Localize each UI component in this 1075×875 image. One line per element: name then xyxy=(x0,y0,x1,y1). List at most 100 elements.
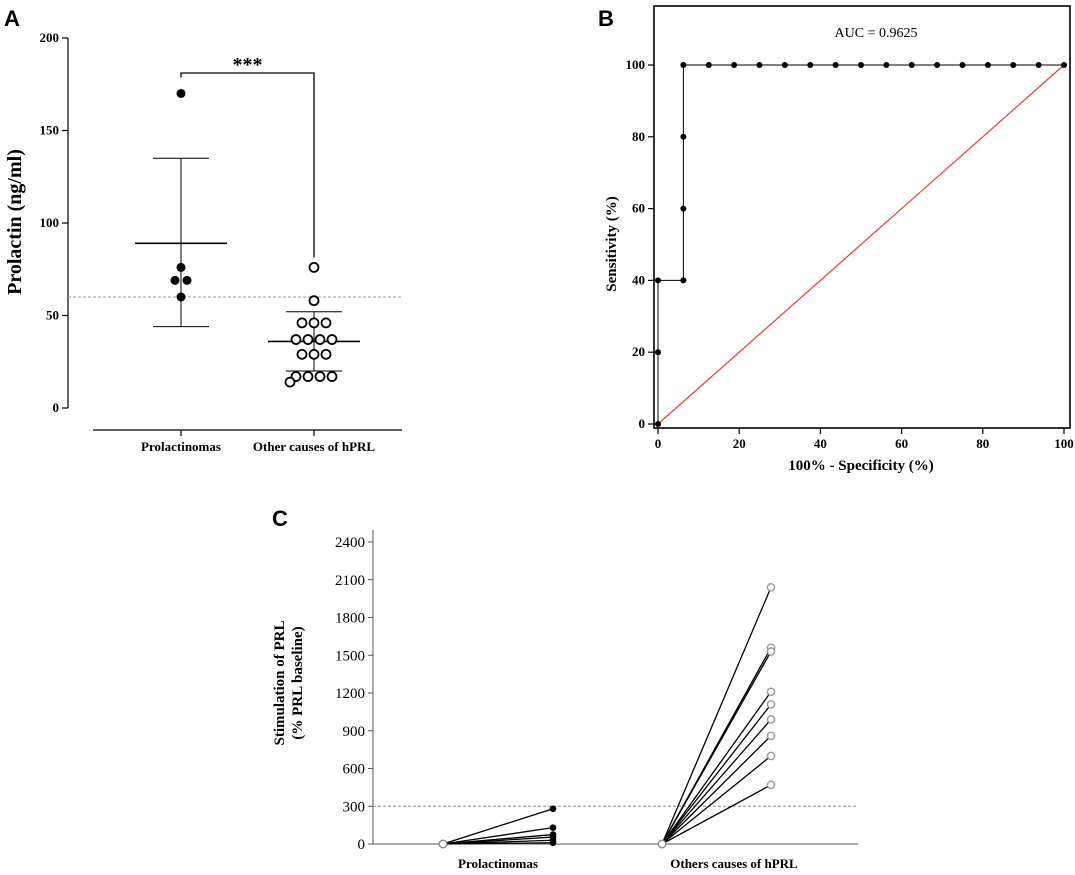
data-point-a xyxy=(170,275,180,285)
x-axis-label-b: 100% - Specificity (%) xyxy=(788,458,933,474)
end-point-c xyxy=(766,715,776,724)
paired-line-c xyxy=(661,651,772,845)
data-point-a xyxy=(326,334,338,345)
roc-point xyxy=(832,62,839,68)
y-tick-label-b: 0 xyxy=(639,416,646,431)
y-tick-label-a: 150 xyxy=(40,123,60,138)
roc-point xyxy=(908,62,915,68)
x-tick-label-b: 40 xyxy=(814,436,827,451)
roc-point xyxy=(807,62,814,68)
significance-label: *** xyxy=(233,54,263,76)
roc-point xyxy=(934,62,941,68)
y-tick-label-b: 20 xyxy=(632,344,645,359)
y-axis-label-c-line1: Stimulation of PRL xyxy=(272,620,288,745)
y-tick-label-c: 2100 xyxy=(335,573,365,589)
data-point-a xyxy=(302,371,314,382)
roc-point xyxy=(731,62,738,68)
roc-point xyxy=(680,62,687,68)
roc-point xyxy=(756,62,763,68)
y-tick-label-b: 60 xyxy=(632,201,645,216)
data-point-a xyxy=(308,295,320,307)
data-point-a xyxy=(182,275,192,285)
y-tick-label-c: 300 xyxy=(343,799,366,815)
baseline-point-c xyxy=(438,839,448,849)
roc-point xyxy=(1010,62,1017,68)
y-tick-label-a: 0 xyxy=(53,400,60,415)
paired-line-c xyxy=(661,703,772,845)
y-tick-label-a: 100 xyxy=(40,215,60,230)
end-point-c xyxy=(766,780,776,790)
data-point-a xyxy=(284,376,296,388)
y-axis-label-c-line2: (% PRL baseline) xyxy=(290,626,306,739)
roc-point xyxy=(984,62,991,68)
roc-point xyxy=(1061,62,1067,68)
y-axis-label-b: Sensitivity (%) xyxy=(604,196,620,291)
end-point-c xyxy=(549,839,557,847)
data-point-a xyxy=(176,89,186,98)
panel-letter-b: B xyxy=(598,6,614,31)
y-tick-label-c: 900 xyxy=(343,724,366,740)
baseline-point-c xyxy=(657,839,667,849)
roc-point xyxy=(680,277,687,284)
chart-b: AUC = 0.9625 0 20 40 60 80 100 0 20 40 60 80 100 100%… xyxy=(604,5,1074,474)
end-point-c xyxy=(766,751,776,761)
roc-point xyxy=(655,421,661,427)
roc-point xyxy=(781,62,788,68)
end-point-c xyxy=(549,805,557,813)
x-tick-label-c: Prolactinomas xyxy=(458,856,538,871)
y-tick-label-c: 1200 xyxy=(335,686,365,702)
roc-point xyxy=(655,349,661,356)
roc-point xyxy=(705,62,712,68)
data-point-a xyxy=(176,292,186,302)
panel-letter-c: C xyxy=(272,506,288,531)
reference-line-b xyxy=(657,64,1065,425)
data-point-a xyxy=(326,371,338,382)
y-tick-label-c: 600 xyxy=(343,762,366,778)
x-tick-label-b: 100 xyxy=(1054,436,1074,451)
x-tick-label-b: 20 xyxy=(733,436,746,451)
paired-line-c xyxy=(442,808,554,845)
plot-frame-b xyxy=(653,5,1071,429)
y-tick-label-a: 50 xyxy=(46,308,59,323)
data-point-a xyxy=(308,348,320,360)
roc-point xyxy=(858,62,864,68)
data-point-a xyxy=(176,262,186,272)
roc-point xyxy=(680,133,687,140)
paired-line-c xyxy=(661,691,772,845)
y-tick-label-b: 100 xyxy=(626,57,646,72)
data-point-a xyxy=(290,334,302,345)
data-point-a xyxy=(314,371,326,382)
y-tick-label-b: 40 xyxy=(632,272,645,287)
x-tick-label-c: Others causes of hPRL xyxy=(670,856,798,871)
roc-point xyxy=(1035,62,1042,68)
paired-line-c xyxy=(661,718,772,845)
x-tick-label-b: 0 xyxy=(655,436,662,451)
data-point-a xyxy=(320,348,332,360)
paired-line-c xyxy=(442,826,554,845)
y-tick-label-a: 200 xyxy=(40,30,60,45)
y-tick-label-b: 80 xyxy=(632,129,645,144)
significance-bracket xyxy=(180,72,315,258)
paired-line-c xyxy=(661,755,772,845)
roc-curve xyxy=(657,64,1064,424)
roc-point xyxy=(959,62,966,68)
chart-c: 0 300 600 900 1200 1500 1800 2100 2400 Prolactino… xyxy=(272,530,858,871)
end-point-c xyxy=(549,824,557,831)
paired-line-c xyxy=(442,842,554,845)
data-point-a xyxy=(296,348,308,360)
end-point-c xyxy=(766,687,776,697)
data-point-a xyxy=(314,334,326,345)
y-tick-label-c: 1800 xyxy=(335,611,365,627)
y-tick-label-c: 1500 xyxy=(335,648,365,664)
roc-point xyxy=(680,205,687,212)
paired-line-c xyxy=(661,587,772,845)
y-axis-label-a: Prolactin (ng/ml) xyxy=(4,149,26,295)
roc-point xyxy=(655,277,661,284)
end-point-c xyxy=(766,647,776,656)
y-tick-label-c: 0 xyxy=(358,837,366,853)
x-tick-label-b: 60 xyxy=(895,436,908,451)
data-point-a xyxy=(320,317,332,329)
x-tick-label-b: 80 xyxy=(976,436,989,451)
end-point-c xyxy=(766,700,776,709)
